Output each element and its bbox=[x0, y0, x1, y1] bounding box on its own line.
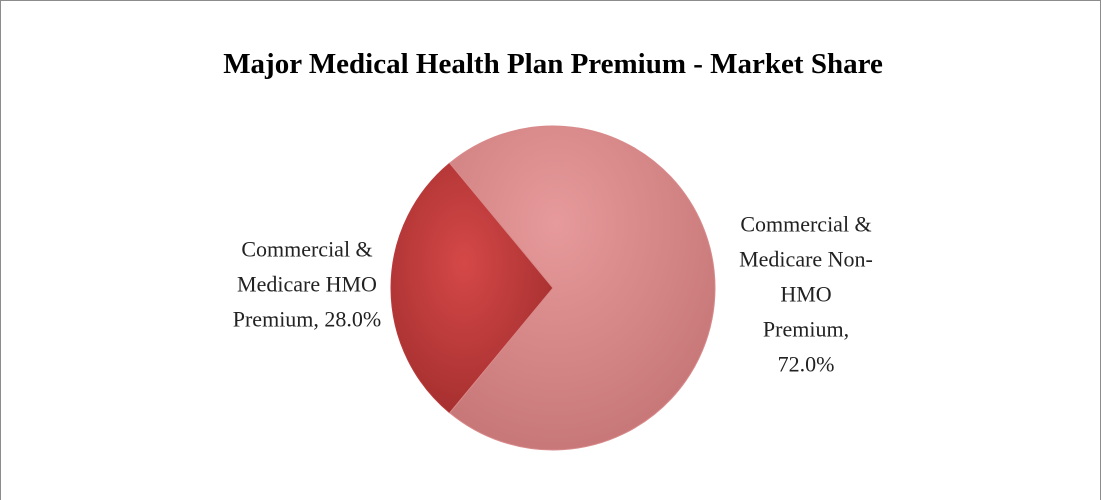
chart-title: Major Medical Health Plan Premium - Mark… bbox=[223, 48, 883, 80]
data-label: Commercial & Medicare Non-HMO Premium, 7… bbox=[739, 211, 873, 377]
data-label: Commercial & Medicare HMO Premium, 28.0% bbox=[232, 236, 382, 332]
pie-slice bbox=[449, 125, 716, 451]
pie-slice bbox=[390, 162, 554, 414]
